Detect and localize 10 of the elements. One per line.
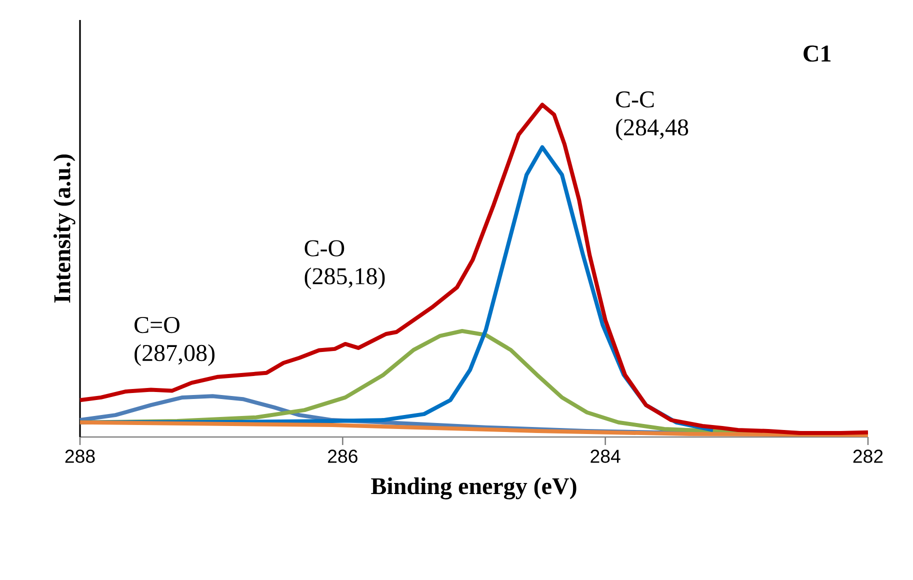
- annotation: C=O (287,08): [134, 316, 214, 366]
- x-tick-label: 288: [65, 450, 95, 463]
- x-tick-label: 284: [590, 450, 620, 463]
- annotation: C-C (284,48: [616, 91, 688, 140]
- x-axis-title: Binding energy (eV): [371, 477, 576, 500]
- y-axis-title: Intensity (a.u.): [53, 154, 76, 303]
- annotation: C-O (285,18): [304, 240, 385, 290]
- x-tick-label: 286: [328, 450, 358, 463]
- x-tick-label: 282: [853, 450, 883, 463]
- chart-title: C1: [804, 46, 831, 62]
